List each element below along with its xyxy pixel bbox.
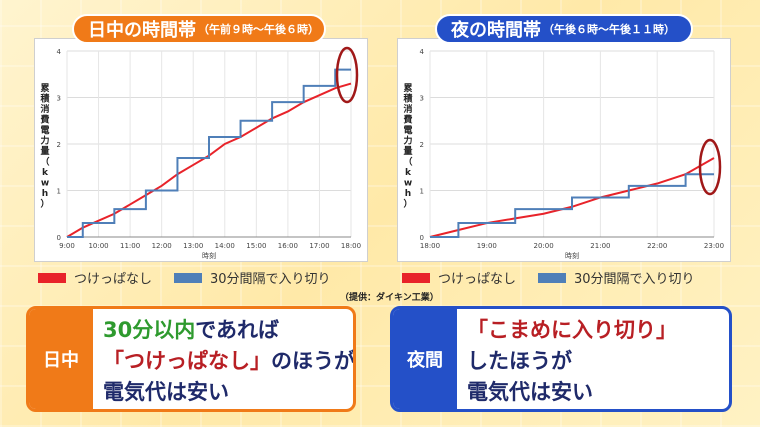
legend-swatch-red xyxy=(38,272,66,283)
x-axis-label: 時刻 xyxy=(565,251,579,260)
legend-swatch-blue xyxy=(174,272,203,283)
x-tick-label: 9:00 xyxy=(59,242,75,250)
x-tick-label: 17:00 xyxy=(309,242,329,250)
x-tick-label: 15:00 xyxy=(246,242,266,250)
day-chart: 0 1 2 3 4 9:00 10:00 11:00 12:00 13:00 14:00 15:00 1… xyxy=(39,46,361,260)
legend-label-series-b: 30分間隔で入り切り xyxy=(210,272,331,287)
night-title-pill: 夜の時間帯 （午後６時〜午後１１時） xyxy=(435,14,693,44)
day-title: 日中の時間帯 xyxy=(88,20,196,41)
legend-label-series-a: つけっぱなし xyxy=(438,272,517,287)
day-line-2: 「つけっぱなし」のほうが xyxy=(103,346,353,377)
x-tick-label: 21:00 xyxy=(590,242,610,250)
series-line-interval xyxy=(67,68,351,238)
night-chart: 0 1 2 3 4 18:00 19:00 20:00 21:00 22:00 23:00 時刻 累積消… xyxy=(402,48,724,260)
day-line-1-green: 30分以内 xyxy=(103,318,196,342)
day-subtitle: （午前９時〜午後６時） xyxy=(198,23,319,36)
day-line-2-red: 「つけっぱなし」 xyxy=(103,349,271,373)
x-axis-label: 時刻 xyxy=(202,251,216,260)
y-tick-label: 0 xyxy=(57,234,61,242)
legend-item-series-a: つけっぱなし xyxy=(38,268,152,287)
legend-item-series-a: つけっぱなし xyxy=(402,268,516,287)
day-summary-text: 30分以内であれば 「つけっぱなし」のほうが 電気代は安い xyxy=(103,315,353,408)
y-axis-label: 累積消費電力量（ k w h） xyxy=(39,82,50,210)
night-line-2: したほうが xyxy=(467,349,572,373)
y-tick-label: 3 xyxy=(57,95,61,103)
y-tick-label: 1 xyxy=(57,188,61,196)
night-summary-text: 「こまめに入り切り」 したほうが 電気代は安い xyxy=(467,315,725,408)
x-tick-label: 18:00 xyxy=(420,242,440,250)
day-summary-box: 日中 30分以内であれば 「つけっぱなし」のほうが 電気代は安い xyxy=(26,306,356,412)
day-line-2-rest: のほうが xyxy=(271,349,355,373)
y-tick-label: 1 xyxy=(420,188,424,196)
night-subtitle: （午後６時〜午後１１時） xyxy=(543,23,675,36)
night-legend: つけっぱなし 30分間隔で入り切り xyxy=(402,268,717,287)
day-line-1: 30分以内であれば xyxy=(103,315,349,346)
series-line-continuous xyxy=(66,82,352,238)
legend-item-series-b: 30分間隔で入り切り xyxy=(174,268,331,287)
y-tick-label: 4 xyxy=(420,48,425,56)
x-tick-label: 12:00 xyxy=(152,242,172,250)
night-line-3: 電気代は安い xyxy=(467,380,593,404)
y-tick-label: 4 xyxy=(57,48,62,56)
legend-swatch-blue xyxy=(538,272,567,283)
night-line-1: 「こまめに入り切り」 xyxy=(467,318,677,342)
y-tick-label: 0 xyxy=(420,234,424,242)
legend-label-series-b: 30分間隔で入り切り xyxy=(574,272,695,287)
legend-label-series-a: つけっぱなし xyxy=(74,272,153,287)
night-title: 夜の時間帯 xyxy=(451,20,541,41)
x-tick-label: 11:00 xyxy=(120,242,140,250)
day-summary-label: 日中 xyxy=(29,309,93,409)
source-credit: （提供：ダイキン工業） xyxy=(340,293,439,303)
y-tick-label: 2 xyxy=(57,141,61,149)
y-tick-label: 3 xyxy=(420,95,424,103)
legend-item-series-b: 30分間隔で入り切り xyxy=(538,268,695,287)
y-axis-label: 累積消費電力量（ k w h） xyxy=(402,82,413,210)
highlight-ring xyxy=(335,46,359,104)
day-chart-panel: 0 1 2 3 4 9:00 10:00 11:00 12:00 13:00 14:00 15:00 1… xyxy=(34,38,368,262)
day-legend: つけっぱなし 30分間隔で入り切り xyxy=(38,268,353,287)
x-tick-label: 23:00 xyxy=(704,242,724,250)
x-tick-label: 20:00 xyxy=(534,242,554,250)
night-chart-panel: 0 1 2 3 4 18:00 19:00 20:00 21:00 22:00 23:00 時刻 累積消… xyxy=(397,38,731,262)
y-tick-label: 2 xyxy=(420,141,424,149)
x-tick-label: 18:00 xyxy=(341,242,361,250)
night-summary-label: 夜間 xyxy=(393,309,457,409)
night-summary-box: 夜間 「こまめに入り切り」 したほうが 電気代は安い xyxy=(390,306,732,412)
series-line-interval xyxy=(430,173,714,238)
legend-swatch-red xyxy=(402,272,430,283)
day-line-3: 電気代は安い xyxy=(103,380,229,404)
x-tick-label: 22:00 xyxy=(647,242,667,250)
day-title-pill: 日中の時間帯 （午前９時〜午後６時） xyxy=(72,14,326,44)
x-tick-label: 19:00 xyxy=(477,242,497,250)
x-tick-label: 13:00 xyxy=(183,242,203,250)
highlight-ring xyxy=(698,138,722,196)
x-tick-label: 16:00 xyxy=(278,242,298,250)
day-line-1-rest: であれば xyxy=(195,318,280,342)
x-tick-label: 14:00 xyxy=(215,242,235,250)
x-tick-label: 10:00 xyxy=(88,242,108,250)
